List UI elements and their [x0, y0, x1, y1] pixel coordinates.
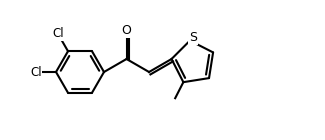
Text: Cl: Cl [30, 66, 42, 79]
Text: O: O [122, 24, 131, 37]
Text: Cl: Cl [52, 27, 64, 40]
Text: S: S [189, 31, 197, 44]
